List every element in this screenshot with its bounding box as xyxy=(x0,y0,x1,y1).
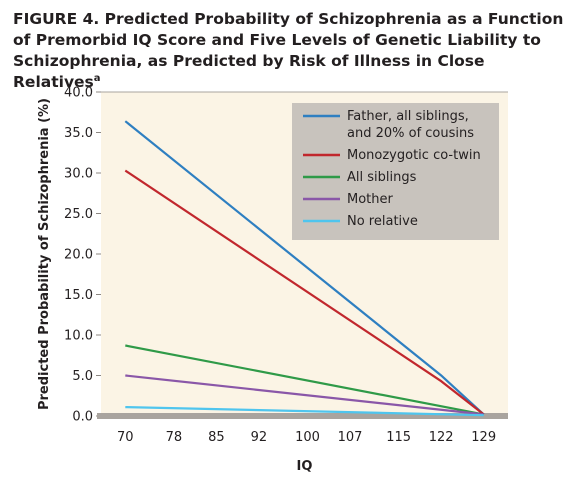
figure-label: FIGURE 4. xyxy=(13,10,100,28)
series-line-3 xyxy=(125,374,484,416)
legend: Father, all siblings, and 20% of cousins M… xyxy=(292,103,499,240)
x-axis-title: IQ xyxy=(297,459,313,474)
y-axis-title: Predicted Probability of Schizophrenia (… xyxy=(37,98,52,410)
series-line-2 xyxy=(125,344,484,416)
y-tick-label: 40.0 xyxy=(64,86,93,101)
legend-label-3: Mother xyxy=(347,192,394,207)
y-tick-label: 20.0 xyxy=(64,248,93,263)
series-line-0 xyxy=(124,120,485,416)
x-tick-label: 122 xyxy=(429,430,454,445)
figure-title-text: Predicted Probability of Schizophrenia a… xyxy=(13,10,564,91)
series-line-4 xyxy=(125,406,484,417)
series-line-1 xyxy=(124,169,485,416)
y-tick-label: 10.0 xyxy=(64,329,93,344)
legend-background xyxy=(292,103,499,240)
y-tick-label: 35.0 xyxy=(64,126,93,141)
y-tick-label: 25.0 xyxy=(64,207,93,222)
x-axis-baseline xyxy=(97,413,508,419)
x-tick-label: 107 xyxy=(338,430,363,445)
y-tick-label: 0.0 xyxy=(72,410,93,425)
figure-title: FIGURE 4. Predicted Probability of Schiz… xyxy=(13,9,573,93)
legend-label-2: All siblings xyxy=(347,170,417,185)
y-tick-label: 15.0 xyxy=(64,288,93,303)
x-tick-label: 70 xyxy=(117,430,134,445)
x-tick-label: 85 xyxy=(208,430,225,445)
x-tick-label: 115 xyxy=(386,430,411,445)
footnote-marker: a xyxy=(93,72,101,84)
y-tick-label: 30.0 xyxy=(64,167,93,182)
x-tick-label: 78 xyxy=(166,430,183,445)
legend-label-0: Father, all siblings, xyxy=(347,109,469,124)
legend-label-4: No relative xyxy=(347,214,418,229)
x-tick-label: 100 xyxy=(295,430,320,445)
x-tick-label: 129 xyxy=(471,430,496,445)
legend-label-0: and 20% of cousins xyxy=(347,126,474,141)
legend-label-1: Monozygotic co-twin xyxy=(347,148,481,163)
y-tick-label: 5.0 xyxy=(72,369,93,384)
x-tick-label: 92 xyxy=(251,430,268,445)
